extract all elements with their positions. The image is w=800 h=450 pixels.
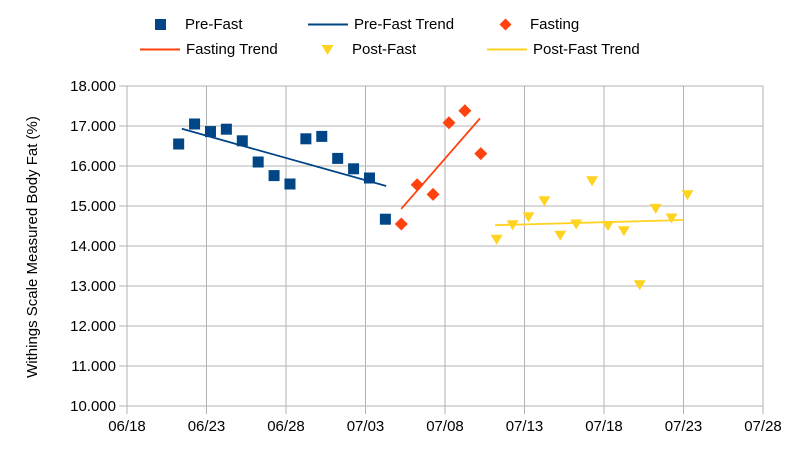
- marker-fasting: [474, 147, 488, 161]
- y-tick-label: 18.000: [70, 78, 116, 95]
- y-tick-label: 15.000: [70, 198, 116, 215]
- marker-fasting: [426, 187, 440, 201]
- marker-fasting: [394, 217, 408, 231]
- marker-pre-fast: [252, 156, 264, 168]
- marker-post-fast: [506, 220, 519, 231]
- marker-pre-fast: [300, 133, 312, 145]
- marker-pre-fast: [332, 152, 344, 164]
- post-fast-legend-marker-icon: [321, 44, 334, 55]
- x-tick-label: 07/03: [347, 418, 385, 435]
- marker-pre-fast: [220, 123, 232, 135]
- legend-item-label: Pre-Fast: [185, 15, 243, 33]
- marker-post-fast: [554, 230, 567, 241]
- legend-item-label: Fasting: [530, 15, 580, 33]
- marker-pre-fast: [173, 138, 185, 150]
- marker-pre-fast: [379, 213, 391, 225]
- marker-post-fast: [586, 176, 599, 187]
- marker-pre-fast: [236, 135, 248, 147]
- pre-fast-legend-marker-shape: [155, 18, 166, 30]
- legend-item-pre-fast: Pre-Fast: [154, 15, 243, 33]
- y-tick-label: 11.000: [71, 358, 116, 375]
- fasting-legend-marker-shape: [499, 18, 512, 30]
- marker-post-fast: [649, 203, 662, 214]
- marker-pre-fast: [189, 118, 201, 130]
- legend-item-post-fast-trend: Post-Fast Trend: [487, 40, 640, 58]
- y-tick-label: 14.000: [70, 238, 116, 255]
- pre-fast-trend-legend-marker-icon: [308, 23, 348, 25]
- marker-post-fast: [601, 221, 614, 232]
- legend-item-fasting-trend: Fasting Trend: [140, 40, 278, 58]
- marker-pre-fast: [363, 172, 375, 184]
- marker-post-fast: [665, 213, 678, 224]
- legend-item-pre-fast-trend: Pre-Fast Trend: [308, 15, 454, 33]
- x-tick-label: 07/28: [744, 418, 782, 435]
- marker-pre-fast: [268, 170, 280, 182]
- post-fast-legend-marker-shape: [321, 44, 334, 55]
- y-tick-label: 13.000: [70, 278, 116, 295]
- y-tick-label: 16.000: [70, 158, 116, 175]
- marker-pre-fast: [204, 126, 216, 138]
- post-fast-trend-legend-marker-icon: [487, 48, 527, 50]
- marker-pre-fast: [316, 130, 328, 142]
- marker-pre-fast: [348, 163, 360, 175]
- y-tick-label: 10.000: [70, 398, 116, 415]
- legend-item-label: Fasting Trend: [186, 40, 278, 58]
- y-tick-label: 17.000: [70, 118, 116, 135]
- trend-line-pre-fast-trend: [181, 127, 387, 187]
- x-tick-label: 07/13: [506, 418, 544, 435]
- y-tick-label: 12.000: [70, 318, 116, 335]
- fasting-legend-marker-icon: [499, 18, 512, 30]
- legend-item-label: Post-Fast Trend: [533, 40, 640, 58]
- marker-fasting: [442, 116, 456, 130]
- trend-line-fasting-trend: [400, 117, 481, 210]
- legend-item-label: Post-Fast: [352, 40, 417, 58]
- marker-post-fast: [570, 219, 583, 230]
- marker-fasting: [410, 178, 424, 192]
- pre-fast-legend-marker-icon: [155, 18, 166, 30]
- marker-post-fast: [490, 234, 503, 245]
- x-tick-label: 07/08: [426, 418, 464, 435]
- legend-item-fasting: Fasting: [499, 15, 579, 33]
- marker-post-fast: [538, 196, 551, 207]
- x-tick-label: 07/23: [665, 418, 703, 435]
- marker-post-fast: [633, 280, 646, 291]
- x-tick-label: 06/23: [188, 418, 226, 435]
- fasting-trend-legend-marker-icon: [140, 48, 180, 50]
- x-tick-label: 07/18: [585, 418, 623, 435]
- marker-pre-fast: [284, 178, 296, 190]
- x-tick-label: 06/28: [267, 418, 305, 435]
- marker-post-fast: [522, 212, 535, 223]
- marker-post-fast: [681, 190, 694, 201]
- legend-item-post-fast: Post-Fast: [321, 40, 416, 58]
- marker-fasting: [458, 104, 472, 118]
- x-tick-label: 06/18: [108, 418, 146, 435]
- marker-post-fast: [617, 226, 630, 237]
- legend-item-label: Pre-Fast Trend: [354, 15, 455, 33]
- trend-line-post-fast-trend: [495, 219, 684, 227]
